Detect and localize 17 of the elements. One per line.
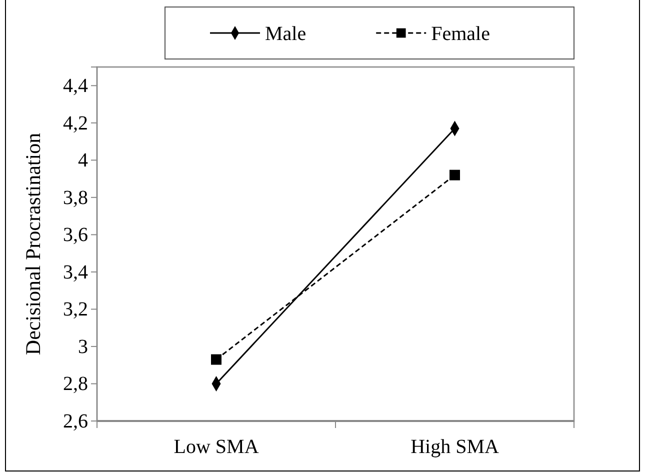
point xyxy=(450,170,460,180)
y-tick-label: 3,6 xyxy=(63,224,88,246)
legend-label: Female xyxy=(431,23,490,45)
y-tick-label: 2,6 xyxy=(63,410,88,432)
y-tick-label: 4,2 xyxy=(63,112,88,134)
y-tick-label: 3,2 xyxy=(63,298,88,321)
x-tick-label: High SMA xyxy=(410,436,500,458)
y-tick-label: 3,4 xyxy=(63,261,88,284)
legend-label: Male xyxy=(265,23,306,45)
y-tick-label: 3 xyxy=(78,336,88,358)
y-tick-label: 2,8 xyxy=(63,373,88,396)
y-tick-label: 4,4 xyxy=(63,75,88,98)
y-tick-label: 3,8 xyxy=(63,186,88,209)
point xyxy=(211,354,222,365)
y-tick-label: 4 xyxy=(78,150,88,172)
x-tick-label: Low SMA xyxy=(174,436,260,458)
y-axis-title: Decisional Procrastination xyxy=(21,132,45,356)
